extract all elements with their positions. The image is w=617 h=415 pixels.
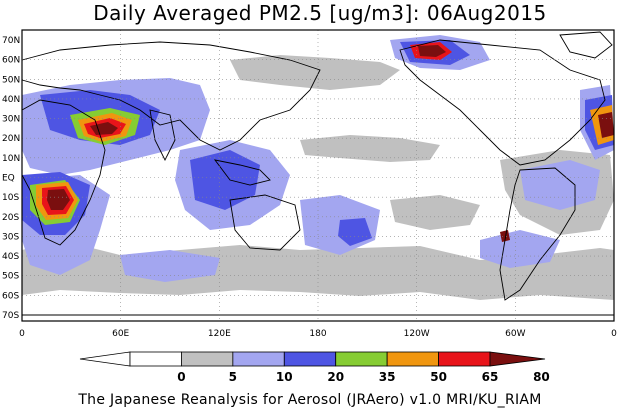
- legend-segment-0-5: [129, 351, 182, 367]
- legend-segment-65-80: [438, 351, 491, 367]
- legend-level-label: 20: [327, 370, 344, 384]
- coastline-greenland: [559, 31, 613, 59]
- patch-blue: [338, 218, 372, 246]
- patch-grey: [300, 135, 440, 162]
- lat-label: 70N: [2, 36, 20, 46]
- color-legend: 0 5 10 20 35 50 65 80: [79, 351, 550, 384]
- latitude-labels: 70N 60N 50N 40N 30N 20N 10N EQ 10S 20S 30S 40S 50S 60…: [2, 36, 20, 321]
- longitude-labels: 0 60E 120E 180 120W 60W 0: [19, 329, 617, 339]
- legend-level-label: 0: [177, 370, 185, 384]
- legend-segment-35-50: [335, 351, 388, 367]
- patch-darkred: [47, 189, 70, 210]
- legend-segment-gt80: [489, 351, 546, 367]
- map-panel: 70N 60N 50N 40N 30N 20N 10N EQ 10S 20S 30S 40S 50S 60…: [2, 29, 617, 339]
- lat-label: 30N: [2, 115, 20, 125]
- lat-label: 60S: [2, 291, 19, 301]
- legend-level-label: 50: [430, 370, 447, 384]
- lat-label: 70S: [2, 311, 19, 321]
- patch-darkred: [418, 45, 446, 57]
- legend-level-label: 5: [229, 370, 237, 384]
- legend-segment-5-10: [181, 351, 234, 367]
- coastline-south-america: [499, 167, 576, 301]
- coastline-africa: [21, 99, 106, 246]
- concentration-field: [22, 35, 614, 300]
- legend-level-label: 80: [533, 370, 550, 384]
- lon-label: 60E: [112, 329, 129, 339]
- lon-label: 120W: [404, 329, 430, 339]
- lat-label: 60N: [2, 56, 20, 66]
- map-title: Daily Averaged PM2.5 [ug/m3]: 06Aug2015: [93, 1, 547, 25]
- patch-lightblue: [480, 230, 560, 268]
- coastline-australia: [229, 194, 301, 251]
- lat-label: 50N: [2, 75, 20, 85]
- lat-label: 20N: [2, 134, 20, 144]
- patch-blue: [190, 150, 260, 210]
- coastline-north-america: [399, 39, 606, 166]
- coastline-eurasia: [21, 41, 321, 151]
- map-footer: The Japanese Reanalysis for Aerosol (JRA…: [77, 392, 541, 408]
- lon-label: 180: [309, 329, 326, 339]
- patch-lightblue: [520, 160, 600, 210]
- legend-level-label: 10: [276, 370, 293, 384]
- gridlines: [22, 30, 614, 321]
- lat-label: EQ: [2, 174, 15, 184]
- coastline-india: [149, 109, 176, 162]
- lon-label: 60W: [505, 329, 525, 339]
- lat-label: 40S: [2, 252, 19, 262]
- lon-label: 0: [19, 329, 25, 339]
- lon-label: 120E: [208, 329, 231, 339]
- lat-label: 20S: [2, 213, 19, 223]
- patch-lightblue: [120, 250, 220, 282]
- patch-darkred: [500, 230, 510, 242]
- legend-segment-20-35: [283, 351, 337, 367]
- legend-segment-10-20: [232, 351, 285, 367]
- legend-labels: 0 5 10 20 35 50 65 80: [177, 370, 550, 384]
- patch-grey: [390, 195, 480, 230]
- legend-level-label: 65: [482, 370, 499, 384]
- lat-label: 40N: [2, 95, 20, 105]
- coastline-seasia: [213, 159, 271, 186]
- lat-label: 30S: [2, 232, 19, 242]
- legend-segment-50-65: [386, 351, 439, 367]
- lat-label: 10N: [2, 154, 20, 164]
- legend-level-label: 35: [379, 370, 396, 384]
- lon-label: 0: [611, 329, 617, 339]
- legend-segment-lt5: [79, 351, 131, 367]
- lat-label: 50S: [2, 272, 19, 282]
- patch-grey: [230, 55, 400, 90]
- lat-label: 10S: [2, 193, 19, 203]
- map-frame: [21, 29, 615, 322]
- legend-bar: [79, 351, 546, 367]
